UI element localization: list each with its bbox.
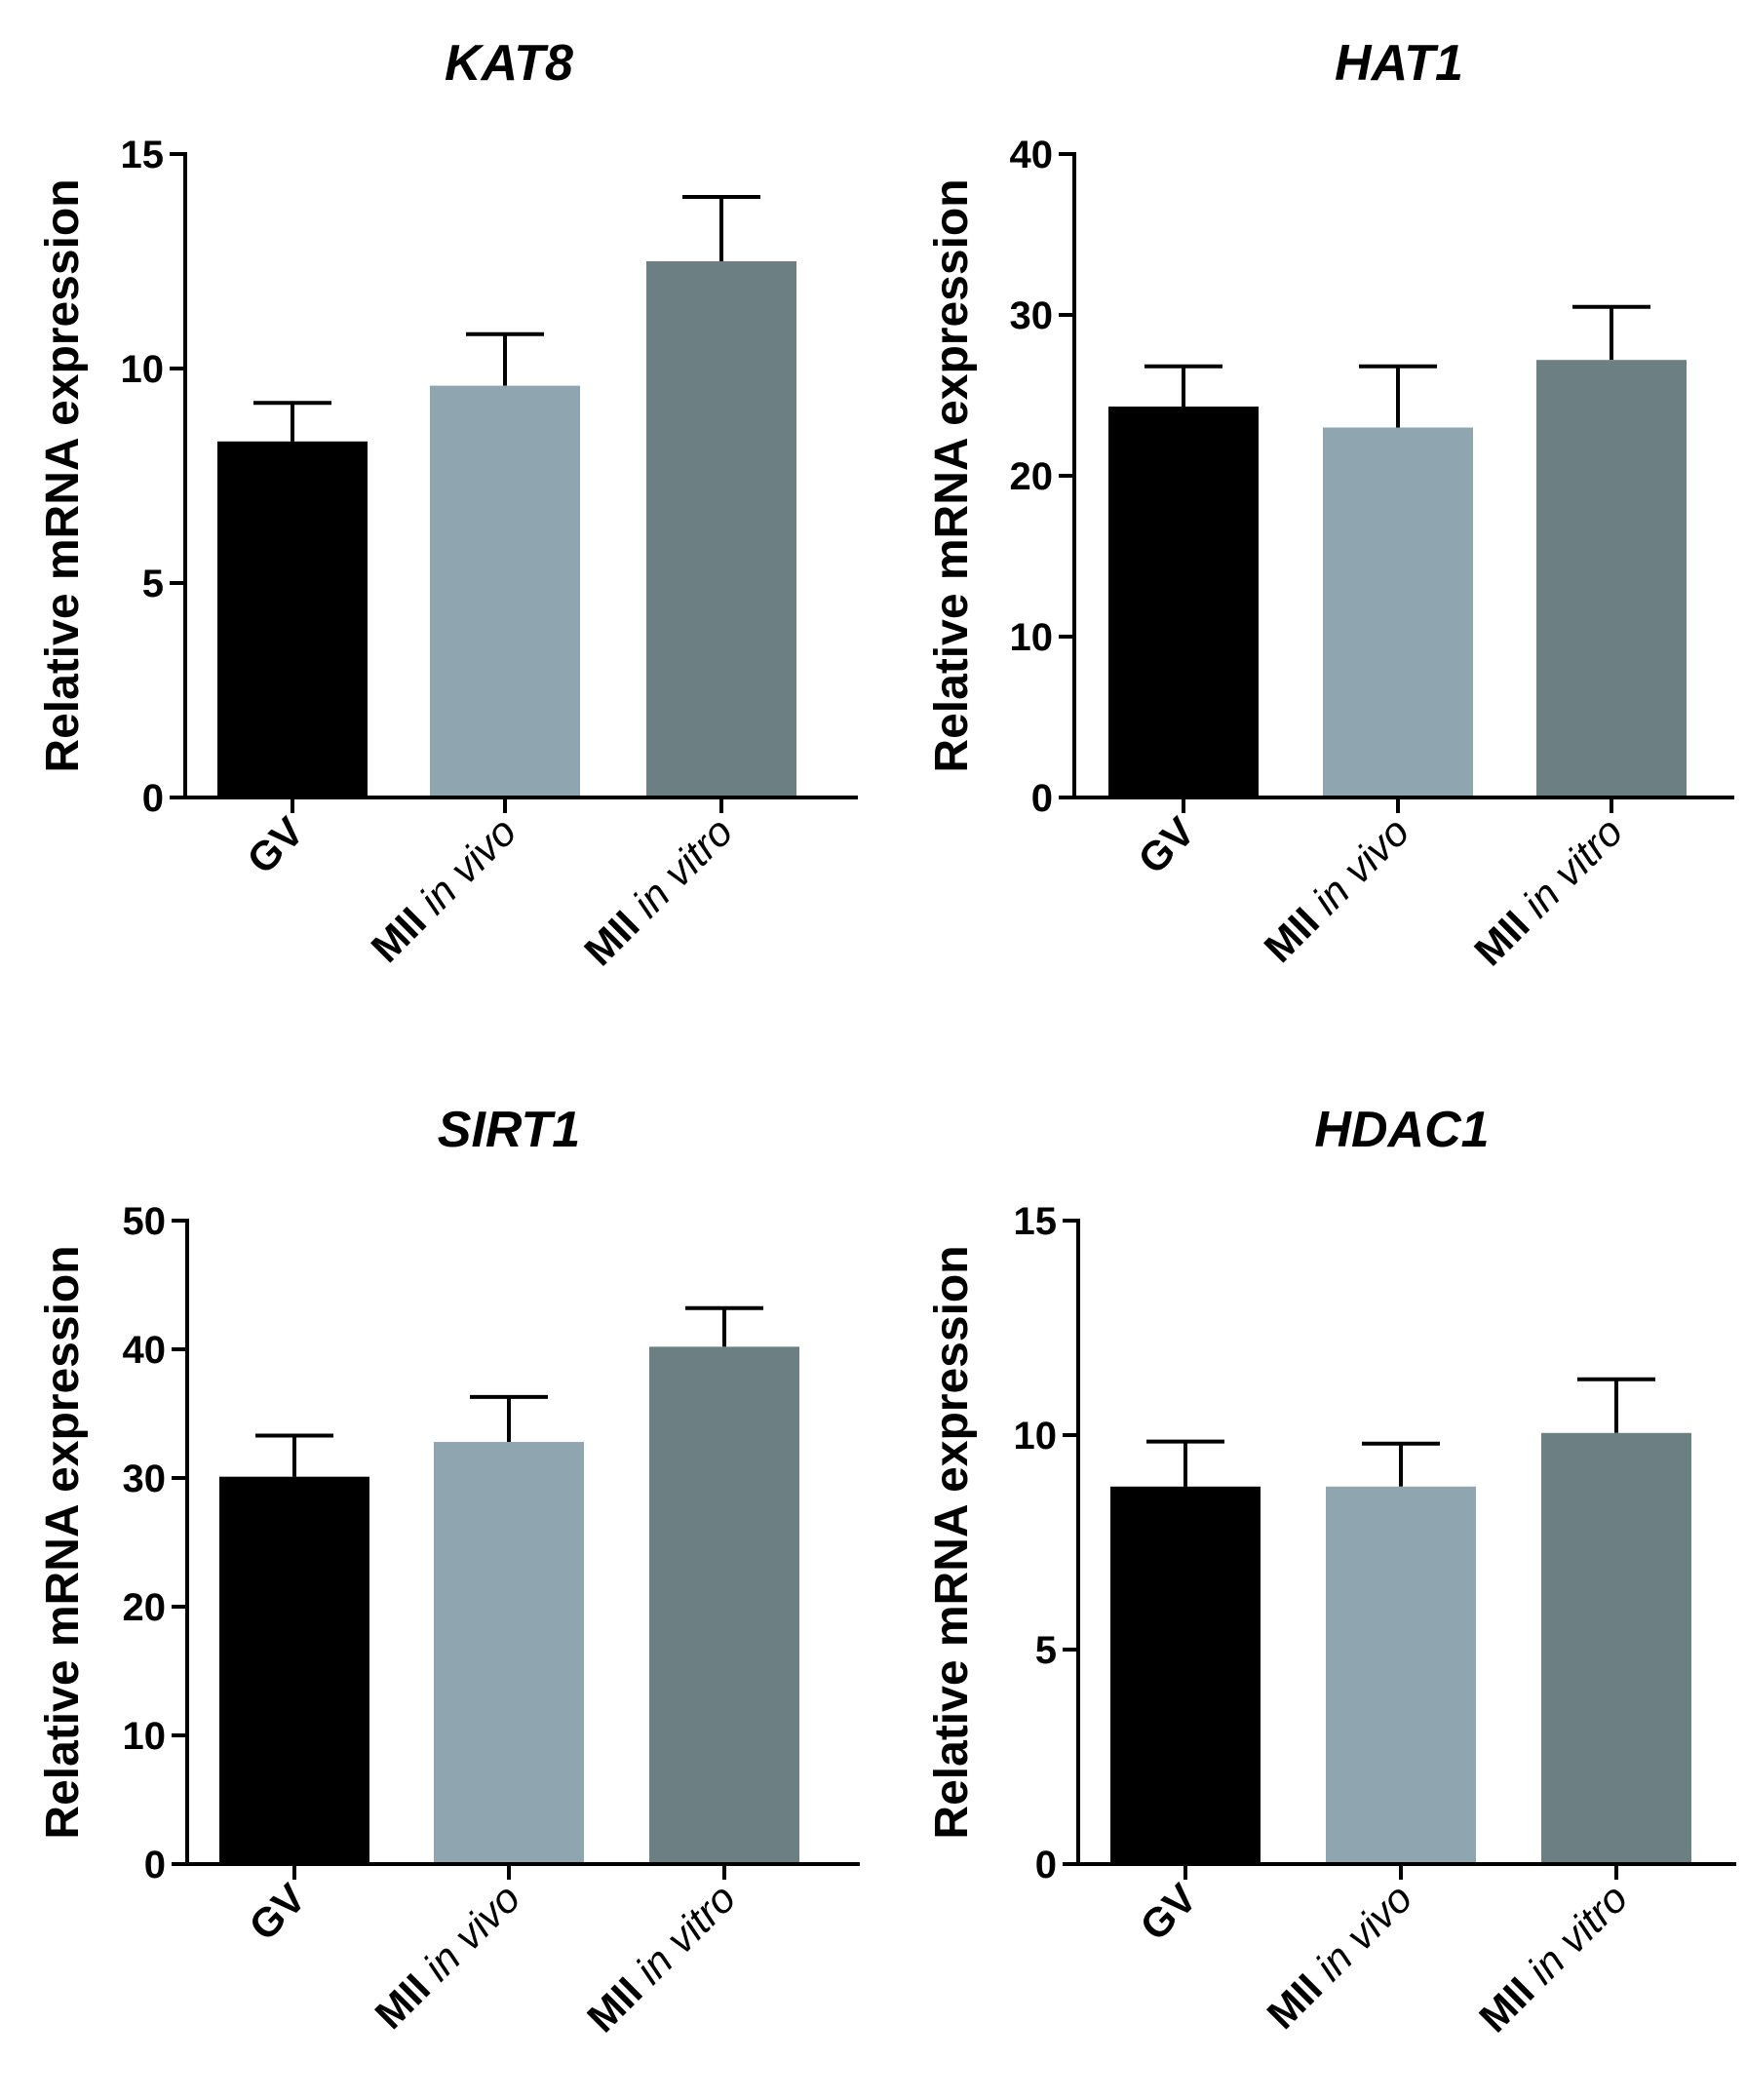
- x-tick-label-gv: GV: [1131, 1875, 1205, 1949]
- chart-panel-kat8: KAT8 Relative mRNA expression 0 5 10 15 GV MII …: [37, 35, 858, 974]
- x-tick-label-mii-in-vitro: MII in vitro: [578, 1875, 744, 2041]
- x-tick-label-gv: GV: [1129, 808, 1203, 882]
- bar-gv: [1110, 1486, 1261, 1864]
- y-tick-label: 0: [1031, 777, 1053, 820]
- y-axis-label: Relative mRNA expression: [37, 1245, 89, 1839]
- bar-mii-in-vivo: [430, 385, 580, 797]
- y-tick-label: 5: [1035, 1629, 1057, 1672]
- y-tick-label: 20: [1010, 455, 1054, 498]
- y-tick-label: 0: [1035, 1844, 1057, 1886]
- y-axis-label: Relative mRNA expression: [926, 1245, 978, 1839]
- chart-title: HDAC1: [1314, 1102, 1489, 1158]
- y-tick-label: 30: [1010, 294, 1054, 337]
- x-tick-label-mii-in-vitro: MII in vitro: [1470, 1875, 1636, 2041]
- bar-mii-in-vivo: [434, 1442, 584, 1864]
- y-tick-label: 15: [121, 134, 165, 176]
- y-tick-label: 10: [121, 348, 165, 391]
- y-tick-label: 40: [123, 1329, 167, 1372]
- chart-panel-hat1: HAT1 Relative mRNA expression 0 10 20 30 40 GV M…: [926, 35, 1734, 974]
- bar-mii-in-vitro: [649, 1346, 799, 1864]
- chart-panel-sirt1: SIRT1 Relative mRNA expression 0 10 20 30 40 50…: [37, 1102, 860, 2041]
- x-tick-label-gv: GV: [238, 808, 312, 882]
- bar-mii-in-vitro: [1536, 360, 1687, 797]
- y-axis-label: Relative mRNA expression: [926, 178, 978, 772]
- y-axis-label: Relative mRNA expression: [37, 178, 89, 772]
- x-tick-label-mii-in-vivo: MII in vivo: [1255, 808, 1417, 971]
- y-tick-label: 50: [123, 1200, 167, 1243]
- y-tick-label: 15: [1014, 1200, 1058, 1243]
- y-tick-label: 10: [1010, 616, 1054, 659]
- y-tick-label: 10: [1014, 1415, 1058, 1458]
- y-tick-label: 10: [123, 1715, 167, 1758]
- bar-gv: [1108, 407, 1259, 797]
- chart-title: KAT8: [445, 35, 573, 92]
- y-tick-label: 40: [1010, 134, 1054, 176]
- chart-panel-hdac1: HDAC1 Relative mRNA expression 0 5 10 15 GV MII…: [926, 1102, 1736, 2041]
- x-tick-label-mii-in-vivo: MII in vivo: [362, 808, 524, 971]
- x-tick-label-mii-in-vitro: MII in vitro: [575, 808, 741, 974]
- x-tick-label-mii-in-vitro: MII in vitro: [1465, 808, 1631, 974]
- bar-gv: [219, 1476, 369, 1864]
- bar-gv: [217, 441, 368, 797]
- bar-mii-in-vivo: [1326, 1486, 1476, 1864]
- x-tick-label-mii-in-vivo: MII in vivo: [1258, 1875, 1420, 2038]
- bar-mii-in-vitro: [1541, 1432, 1691, 1864]
- y-tick-label: 30: [123, 1458, 167, 1500]
- y-tick-label: 20: [123, 1586, 167, 1629]
- chart-title: HAT1: [1335, 35, 1463, 92]
- x-tick-label-gv: GV: [240, 1875, 314, 1949]
- y-tick-label: 0: [144, 1844, 166, 1886]
- bar-mii-in-vivo: [1323, 427, 1473, 797]
- y-tick-label: 0: [142, 777, 164, 820]
- bar-mii-in-vitro: [646, 261, 796, 797]
- x-tick-label-mii-in-vivo: MII in vivo: [366, 1875, 528, 2038]
- chart-title: SIRT1: [438, 1102, 580, 1158]
- y-tick-label: 5: [142, 563, 164, 605]
